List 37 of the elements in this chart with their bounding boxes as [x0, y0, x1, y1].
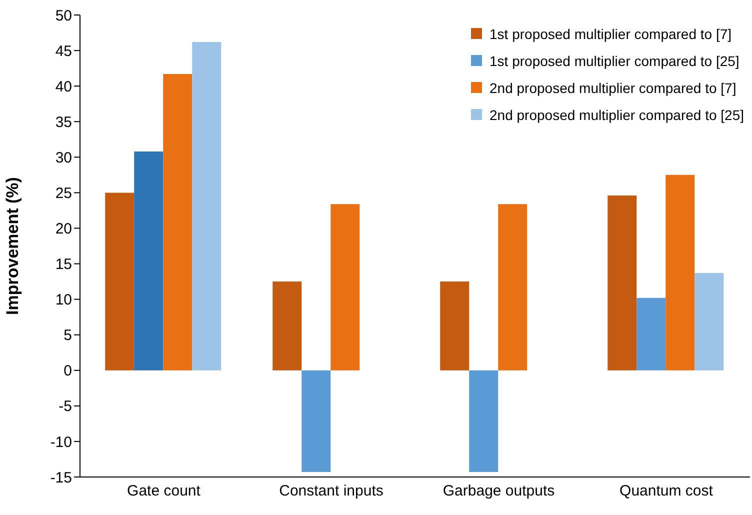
bar	[192, 42, 222, 370]
y-tick-label: 30	[55, 149, 72, 166]
x-tick-label: Quantum cost	[620, 482, 714, 500]
y-tick-label: -10	[50, 434, 72, 451]
bar	[134, 151, 164, 370]
bar	[163, 74, 192, 370]
bar	[272, 282, 302, 370]
bar	[469, 370, 498, 472]
y-tick-label: 25	[55, 185, 72, 202]
y-tick-label: 10	[55, 292, 72, 309]
y-tick-label: -15	[50, 469, 72, 486]
bar	[666, 174, 695, 370]
bar	[636, 298, 666, 370]
y-axis-title: Improvement (%)	[3, 177, 22, 315]
bar	[498, 204, 528, 370]
y-tick-label: 5	[64, 327, 72, 344]
y-tick-label: 50	[55, 7, 72, 24]
bar	[608, 196, 637, 370]
y-tick-label: 15	[55, 256, 72, 274]
bar	[105, 192, 134, 370]
bar	[330, 204, 360, 370]
legend-label: 2nd proposed multiplier compared to [25]	[490, 106, 744, 122]
y-tick-label: -5	[58, 398, 72, 416]
y-tick-label: 20	[55, 220, 72, 238]
y-tick-label: 0	[64, 362, 72, 380]
x-tick-label: Gate count	[127, 482, 202, 500]
x-tick-label: Constant inputs	[279, 482, 384, 500]
legend-label: 1st proposed multiplier compared to [7]	[490, 26, 732, 42]
bar	[302, 370, 331, 472]
y-tick-label: 35	[55, 114, 72, 131]
legend-label: 1st proposed multiplier compared to [25]	[490, 52, 740, 68]
bar	[694, 273, 724, 370]
y-tick-label: 40	[55, 78, 72, 96]
y-tick-label: 45	[55, 42, 72, 60]
legend-label: 2nd proposed multiplier compared to [7]	[490, 80, 736, 96]
x-tick-label: Garbage outputs	[442, 482, 555, 500]
bar	[440, 282, 470, 370]
